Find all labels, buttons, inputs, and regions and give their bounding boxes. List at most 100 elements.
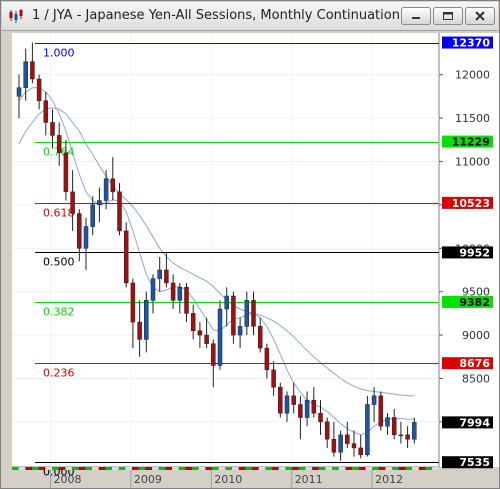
- time-axis: [12, 467, 439, 488]
- price-label-box: [442, 357, 493, 370]
- session-strip-segment: [398, 467, 406, 470]
- candle-body: [77, 213, 82, 249]
- candle-body: [338, 434, 343, 453]
- candle: [351, 430, 357, 457]
- candle: [123, 222, 129, 288]
- candle: [144, 291, 149, 353]
- candle: [278, 382, 283, 418]
- session-strip-segment: [212, 467, 219, 470]
- price-label-box: [442, 246, 493, 259]
- candle-body: [378, 395, 384, 427]
- y-gridlines: [12, 33, 439, 467]
- candle: [358, 434, 363, 459]
- close-button[interactable]: [465, 7, 495, 25]
- candle-body: [224, 295, 229, 310]
- candle: [405, 426, 410, 448]
- candle: [211, 339, 216, 388]
- candle: [365, 395, 370, 457]
- fib-label-0.382: 0.382: [43, 306, 75, 319]
- y-tick-label: 11000: [455, 155, 490, 168]
- session-strip-segment: [98, 467, 106, 470]
- candle: [184, 282, 189, 323]
- candle-body: [365, 404, 370, 456]
- plot-area: [12, 33, 439, 467]
- session-strip-segment: [432, 467, 439, 470]
- session-strip-segment: [265, 467, 273, 470]
- candle-body: [304, 399, 310, 418]
- candle: [190, 304, 196, 340]
- chart-app-icon: [9, 9, 23, 23]
- session-strip-segment: [78, 467, 86, 470]
- minimize-button[interactable]: [401, 7, 431, 25]
- price-label-text: 7994: [459, 416, 490, 429]
- candle-body: [398, 434, 404, 437]
- candle: [97, 187, 102, 223]
- session-strip-segment: [298, 467, 306, 470]
- session-strip-segment: [145, 467, 153, 470]
- candle-body: [345, 434, 350, 444]
- candle-body: [371, 395, 377, 405]
- session-strip-segment: [385, 467, 393, 470]
- session-strip-segment: [218, 467, 226, 470]
- candle-body: [150, 278, 156, 301]
- candle: [117, 183, 122, 236]
- session-strip-segment: [258, 467, 266, 470]
- candle-body: [50, 122, 55, 136]
- session-strip-segment: [198, 467, 206, 470]
- session-strip-segment: [292, 467, 299, 470]
- candle-body: [391, 417, 397, 436]
- candles: [16, 42, 417, 461]
- candle: [318, 400, 323, 435]
- candle-body: [405, 434, 410, 440]
- candle: [170, 274, 176, 310]
- candle: [291, 382, 296, 414]
- price-label-box: [442, 456, 493, 469]
- candle: [398, 421, 404, 444]
- candle: [130, 278, 136, 349]
- y-tick-label: 12000: [455, 69, 490, 82]
- x-tick-label: 2009: [134, 473, 162, 486]
- candle: [157, 256, 162, 292]
- candle: [150, 274, 156, 314]
- session-strip-segment: [225, 467, 233, 470]
- session-strip-segment: [392, 467, 399, 470]
- session-strip-segment: [425, 467, 433, 470]
- candle: [36, 74, 42, 110]
- candle: [63, 139, 69, 201]
- candle: [311, 387, 317, 418]
- session-strip-segment: [85, 467, 93, 470]
- candle-body: [318, 412, 323, 423]
- session-strip-segment: [358, 467, 366, 470]
- session-strip-segment: [405, 467, 413, 470]
- candle: [50, 109, 55, 149]
- x-tick-label: 2008: [54, 473, 82, 486]
- candle-body: [211, 343, 216, 366]
- session-strip-segment: [312, 467, 319, 470]
- candle: [197, 322, 203, 349]
- ma-fast-line: [18, 87, 415, 436]
- session-strip-segment: [365, 467, 373, 470]
- candle: [23, 48, 28, 101]
- candle: [244, 291, 250, 336]
- session-strip-segment: [345, 467, 353, 470]
- candle: [103, 170, 109, 210]
- candle-body: [190, 313, 196, 331]
- session-strip-segment: [172, 467, 179, 470]
- price-label-box: [442, 295, 493, 308]
- candle-body: [237, 326, 243, 336]
- candle-body: [231, 295, 236, 336]
- candle-body: [184, 287, 189, 314]
- candle-body: [291, 395, 296, 405]
- title-bar[interactable]: 1 / JYA - Japanese Yen-All Sessions, Mon…: [2, 2, 498, 31]
- candle-body: [358, 447, 363, 456]
- maximize-button[interactable]: [433, 7, 463, 25]
- session-strip-segment: [325, 467, 333, 470]
- candle-body: [83, 226, 89, 249]
- candle: [83, 217, 89, 270]
- price-label: 9952: [442, 246, 493, 259]
- candle: [331, 421, 337, 457]
- candle: [56, 122, 62, 166]
- session-strip-segment: [72, 467, 79, 470]
- candle-body: [144, 300, 149, 340]
